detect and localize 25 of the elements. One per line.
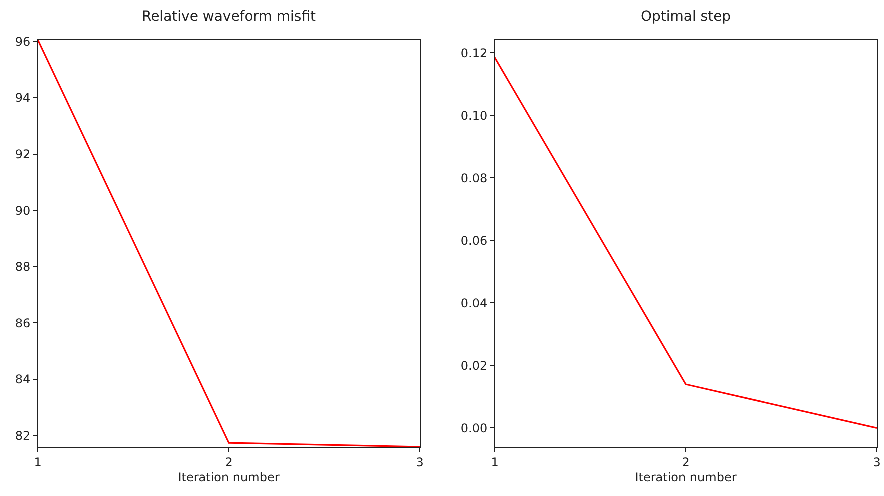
- y-tick-label: 0.08: [460, 171, 488, 186]
- x-axis-title: Iteration number: [178, 470, 280, 484]
- x-tick-label: 2: [682, 455, 690, 470]
- y-tick-label: 0.10: [460, 108, 488, 123]
- y-tick-label: 90: [15, 204, 31, 218]
- y-tick-label: 0.02: [460, 358, 488, 373]
- x-tick-label: 3: [873, 455, 881, 470]
- x-tick-label: 3: [416, 455, 424, 470]
- x-tick-label: 1: [34, 455, 42, 470]
- x-axis-title: Iteration number: [635, 470, 737, 484]
- y-tick-label: 0.00: [460, 421, 488, 436]
- y-tick-label: 0.12: [460, 46, 488, 60]
- chart-title: Relative waveform misfit: [142, 8, 317, 25]
- y-tick-label: 0.06: [460, 234, 488, 248]
- y-tick-label: 96: [15, 34, 31, 49]
- y-tick-label: 94: [15, 91, 31, 106]
- y-tick-label: 88: [15, 260, 31, 274]
- y-tick-label: 0.04: [460, 296, 488, 310]
- y-tick-label: 82: [15, 428, 31, 443]
- x-tick-label: 2: [225, 455, 233, 470]
- y-tick-label: 92: [15, 147, 31, 162]
- chart-title: Optimal step: [640, 8, 732, 25]
- x-tick-label: 1: [491, 455, 499, 470]
- y-tick-label: 84: [15, 372, 31, 387]
- y-tick-label: 86: [15, 316, 31, 330]
